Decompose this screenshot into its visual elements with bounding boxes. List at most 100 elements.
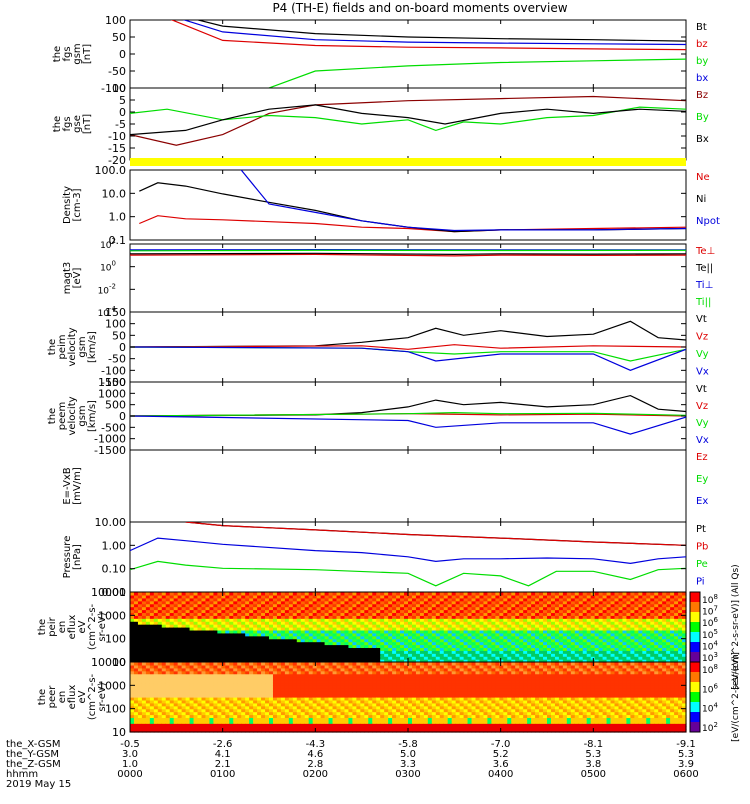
heatmap-cell (213, 592, 218, 596)
heatmap-cell (134, 662, 139, 666)
legend-vy: Vy (696, 349, 709, 360)
heatmap-cell (662, 592, 667, 596)
heatmap-cell (452, 592, 457, 596)
heatmap-cell (309, 662, 314, 666)
panel-frame (130, 88, 686, 160)
heatmap-cell (237, 662, 242, 666)
heatmap-cell (416, 592, 421, 596)
y-tick-label: 1.0 (109, 211, 127, 224)
heatmap-cell (277, 592, 282, 596)
heatmap-cell (277, 662, 282, 666)
heatmap-cell (174, 592, 179, 596)
colorbar-segment (690, 612, 700, 623)
heatmap-cell (241, 662, 246, 666)
series-by-line (130, 59, 686, 139)
heatmap-cell (333, 592, 338, 596)
heatmap-cell (678, 592, 683, 596)
heatmap-cell (317, 662, 322, 666)
legend-vz: Vz (696, 332, 708, 343)
y-tick-label: 10000 (91, 586, 126, 599)
y-tick-label: 100 (105, 633, 126, 646)
heatmap-cell (253, 592, 258, 596)
heatmap-cell (174, 662, 179, 666)
heatmap-cell (412, 592, 417, 596)
heatmap-cell (634, 592, 639, 596)
heatmap-cell (551, 592, 556, 596)
heatmap-cell (205, 592, 210, 596)
heatmap-cell (201, 662, 206, 666)
heatmap-cell (198, 662, 203, 666)
heatmap-cell (424, 592, 429, 596)
heatmap-cell (511, 592, 516, 596)
heatmap-cell (269, 662, 274, 666)
heatmap-cell (237, 592, 242, 596)
y-axis-label: Density[cm-3] (62, 186, 83, 224)
heatmap-cell (166, 592, 171, 596)
heatmap-cell (285, 592, 290, 596)
legend-ez: Ez (696, 452, 708, 463)
heatmap-cell (225, 662, 230, 666)
colorbar-segment (690, 652, 700, 663)
heatmap-cell (487, 592, 492, 596)
heatmap-cell (495, 592, 500, 596)
heatmap-cell (547, 592, 552, 596)
heatmap-cell (146, 592, 151, 596)
heatmap-cell (162, 592, 167, 596)
heatmap-cell (190, 592, 195, 596)
panel-efield: E=-VxB[mV/m] (62, 450, 686, 522)
y-tick-label: 10-2 (98, 282, 116, 296)
page-title: P4 (TH-E) fields and on-board moments ov… (150, 1, 690, 15)
colorbar-segment (690, 592, 700, 603)
heatmap-cell (531, 592, 536, 596)
panel-frame (130, 450, 686, 522)
heatmap-cell (194, 592, 199, 596)
heatmap-cell (340, 592, 345, 596)
heatmap-cell (420, 592, 425, 596)
heatmap-cell (436, 592, 441, 596)
heatmap-cell (515, 592, 520, 596)
heatmap-cell (563, 592, 568, 596)
heatmap-cell (281, 592, 286, 596)
heatmap-cell (138, 662, 143, 666)
heatmap-cell (170, 662, 175, 666)
heatmap-cell (209, 662, 214, 666)
y-axis-label-line: [nPa] (72, 544, 83, 570)
heatmap-cell (642, 592, 647, 596)
y-tick-label: 50 (112, 31, 126, 44)
heatmap-cell (400, 592, 405, 596)
heatmap-cell (138, 592, 143, 596)
heatmap-cell (245, 662, 250, 666)
heatmap-cell (178, 662, 183, 666)
heatmap-cell (261, 662, 266, 666)
heatmap-cell (646, 592, 651, 596)
heatmap-cell (666, 592, 671, 596)
heatmap-cell (241, 592, 246, 596)
heatmap-cell (344, 592, 349, 596)
heatmap-cell (182, 662, 187, 666)
heatmap-cell (654, 592, 659, 596)
heatmap-cell (198, 592, 203, 596)
heatmap-cell (468, 592, 473, 596)
legend-pi: Pi (696, 577, 705, 588)
heatmap-cell (428, 592, 433, 596)
heatmap-cell (607, 592, 612, 596)
heatmap-cell (579, 592, 584, 596)
heatmap-cell (611, 592, 616, 596)
panel-density: Density[cm-3] (62, 170, 686, 240)
legend-ey: Ey (696, 474, 708, 485)
legend-by: By (696, 112, 709, 123)
heatmap-cell (209, 592, 214, 596)
heatmap-cell (460, 592, 465, 596)
heatmap-cell (348, 592, 353, 596)
heatmap-cell (142, 662, 147, 666)
heatmap-cell (440, 592, 445, 596)
heatmap-cell (650, 592, 655, 596)
heatmap-cell (257, 662, 262, 666)
heatmap-cell (217, 592, 222, 596)
heatmap-cell (337, 592, 342, 596)
